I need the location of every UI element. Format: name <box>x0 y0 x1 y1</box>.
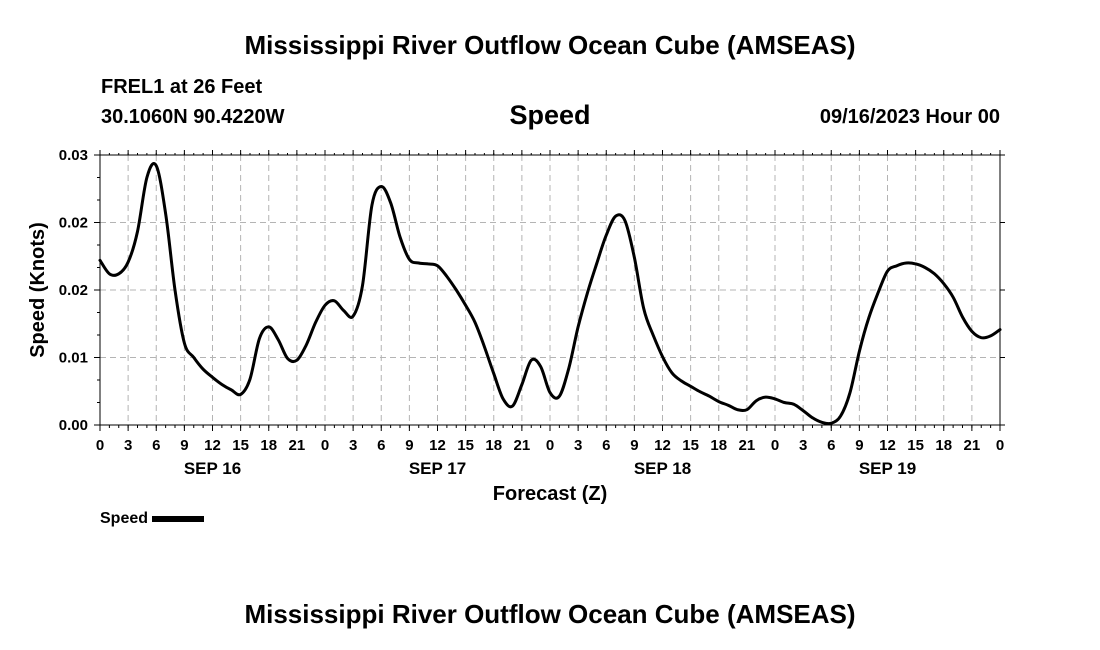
x-tick-label: 15 <box>907 437 924 454</box>
x-tick-label: 15 <box>232 437 249 454</box>
forecast-datetime: 09/16/2023 Hour 00 <box>819 106 1000 128</box>
legend-label-speed: Speed <box>100 510 149 527</box>
x-tick-labels: 0 3 6 9 12 15 18 21 0 3 6 9 12 15 18 21 0 3 6 9 12 15 18 21 0 3 6 9… <box>96 437 1004 454</box>
x-tick-label: 6 <box>827 437 835 454</box>
y-tick-label: 0.02 <box>59 282 88 299</box>
x-tick-label: 3 <box>799 437 807 454</box>
x-tick-label: 12 <box>429 437 446 454</box>
x-tick-label: 21 <box>514 437 531 454</box>
x-tick-label: 12 <box>204 437 221 454</box>
x-tick-label: 18 <box>485 437 502 454</box>
x-tick-label: 12 <box>879 437 896 454</box>
x-tick-label: 21 <box>964 437 981 454</box>
x-tick-label: 6 <box>377 437 385 454</box>
page-title: Mississippi River Outflow Ocean Cube (AM… <box>244 30 856 60</box>
y-tick-label: 0.01 <box>59 350 88 367</box>
day-label: SEP 16 <box>184 459 241 478</box>
chart-title: Speed <box>509 100 591 130</box>
y-tick-label: 0.00 <box>59 417 88 434</box>
day-label: SEP 18 <box>634 459 691 478</box>
x-tick-label: 0 <box>771 437 779 454</box>
grid-lines <box>100 155 1000 425</box>
legend: Speed <box>100 510 205 528</box>
footer-title: Mississippi River Outflow Ocean Cube (AM… <box>244 599 856 629</box>
x-tick-label: 3 <box>124 437 132 454</box>
x-axis-label: Forecast (Z) <box>493 483 607 505</box>
day-labels: SEP 16 SEP 17 SEP 18 SEP 19 <box>184 459 916 478</box>
y-axis-label: Speed (Knots) <box>27 222 49 358</box>
day-label: SEP 17 <box>409 459 466 478</box>
axis-ticks <box>94 150 1005 431</box>
y-tick-label: 0.03 <box>59 147 88 164</box>
x-tick-label: 18 <box>935 437 952 454</box>
x-tick-label: 3 <box>574 437 582 454</box>
x-tick-label: 12 <box>654 437 671 454</box>
x-tick-label: 0 <box>546 437 554 454</box>
coordinates-label: 30.1060N 90.4220W <box>101 106 285 128</box>
x-tick-label: 9 <box>855 437 863 454</box>
x-tick-label: 6 <box>602 437 610 454</box>
x-tick-label: 21 <box>739 437 756 454</box>
day-label: SEP 19 <box>859 459 916 478</box>
x-tick-label: 3 <box>349 437 357 454</box>
x-tick-label: 9 <box>405 437 413 454</box>
series-line-speed <box>98 162 1002 426</box>
x-tick-label: 18 <box>260 437 277 454</box>
x-tick-label: 15 <box>457 437 474 454</box>
x-tick-label: 0 <box>996 437 1004 454</box>
y-tick-labels: 0.00 0.01 0.02 0.02 0.03 <box>59 147 88 434</box>
legend-swatch-speed <box>152 516 205 522</box>
x-tick-label: 0 <box>321 437 329 454</box>
y-tick-label: 0.02 <box>59 215 88 232</box>
x-tick-label: 0 <box>96 437 104 454</box>
x-tick-label: 21 <box>289 437 306 454</box>
x-tick-label: 9 <box>630 437 638 454</box>
x-tick-label: 18 <box>710 437 727 454</box>
x-tick-label: 15 <box>682 437 699 454</box>
station-label: FREL1 at 26 Feet <box>101 76 263 98</box>
x-tick-label: 6 <box>152 437 160 454</box>
x-tick-label: 9 <box>180 437 188 454</box>
